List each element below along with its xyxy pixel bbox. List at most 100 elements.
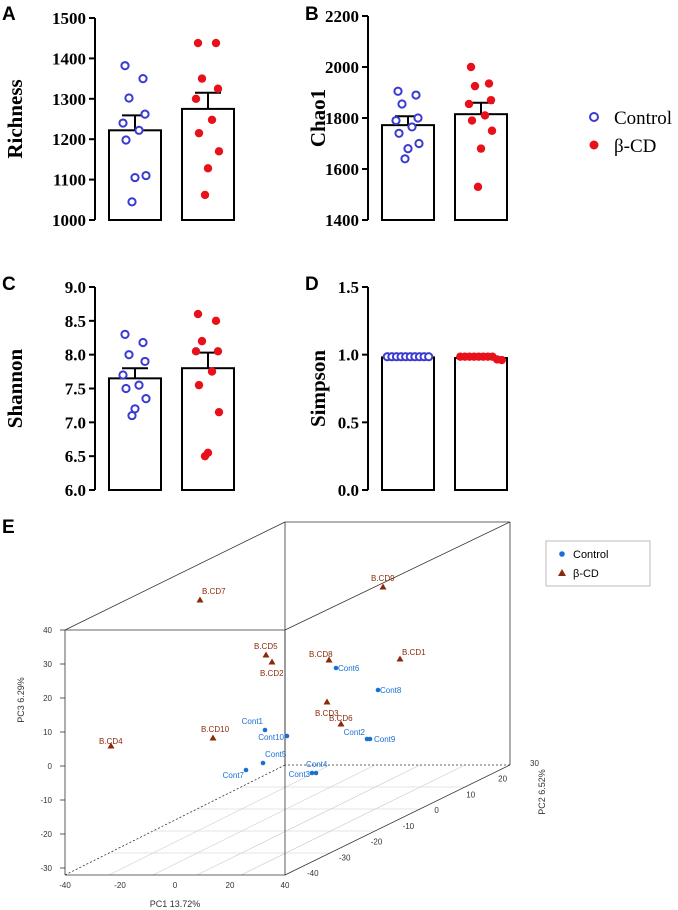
point-label: Cont2	[344, 728, 366, 737]
z-tick-label: 0	[48, 762, 53, 771]
y-tick-label: 0	[434, 806, 439, 815]
y-tick-label: -40	[307, 869, 319, 878]
y-axis-label: Shannon	[3, 348, 27, 428]
legend-label-control: Control	[573, 549, 608, 561]
data-point-bcd	[466, 62, 476, 72]
legend-marker-bcd	[558, 569, 566, 576]
point-cont6	[333, 665, 339, 671]
z-tick-label: -30	[40, 864, 52, 873]
y-tick-label: 1500	[52, 9, 86, 28]
y-axis-label: Simpson	[306, 350, 330, 427]
data-point-bcd	[194, 380, 204, 390]
z-tick-label: 40	[43, 626, 52, 635]
floor-gridline	[240, 764, 466, 876]
data-point-control	[403, 144, 413, 154]
y-tick-label: 8.5	[65, 312, 86, 331]
data-point-bcd	[467, 116, 477, 125]
point-bcd2	[268, 658, 276, 665]
x-tick-label: -20	[114, 881, 126, 890]
y-axis-label: Richness	[3, 79, 27, 158]
point-label: B.CD10	[201, 725, 230, 734]
y-tick-label: 8.0	[65, 346, 86, 365]
y-tick-label: 7.0	[65, 413, 86, 432]
data-point-bcd	[197, 336, 207, 346]
box-edge	[284, 764, 511, 876]
data-point-control	[127, 410, 137, 421]
data-point-control	[127, 197, 137, 207]
y-tick-label: 1300	[52, 90, 86, 109]
point-cont10	[284, 733, 290, 739]
point-cont4	[313, 770, 319, 776]
data-point-bcd	[473, 182, 483, 192]
box-edge	[64, 764, 286, 876]
data-point-control	[413, 113, 423, 123]
y-tick-label: 1800	[325, 109, 359, 128]
y-axis-label: PC2 6.52%	[537, 769, 547, 815]
point-label: Cont6	[338, 664, 360, 673]
bar-control	[381, 356, 435, 491]
legend-label-bcd: β-CD	[573, 568, 599, 580]
data-point-bcd	[203, 164, 213, 173]
data-point-control	[391, 115, 401, 126]
data-point-bcd	[214, 407, 224, 417]
point-label: Cont8	[380, 686, 402, 695]
y-tick-label: 20	[498, 775, 507, 784]
data-point-control	[141, 394, 151, 404]
y-tick-label: 2200	[325, 7, 359, 26]
data-point-bcd	[211, 316, 221, 326]
data-point-control	[397, 99, 407, 109]
data-point-bcd	[200, 190, 210, 200]
point-bcd10	[209, 734, 217, 741]
data-point-control	[407, 122, 417, 132]
legend-marker-bcd	[589, 140, 599, 150]
box-edge	[64, 521, 286, 631]
y-tick-label: 6.5	[65, 447, 86, 466]
data-point-control	[118, 370, 128, 380]
point-cont3	[309, 770, 315, 776]
data-point-bcd	[193, 38, 203, 48]
data-point-bcd	[213, 347, 223, 356]
point-label: B.CD3	[315, 709, 339, 718]
legend-marker-control	[589, 112, 599, 122]
data-point-bcd	[191, 94, 201, 104]
y-tick-label: 7.5	[65, 380, 86, 399]
point-label: B.CD6	[329, 714, 353, 723]
data-point-bcd	[484, 79, 494, 88]
data-point-control	[411, 90, 421, 100]
data-point-control	[120, 329, 130, 339]
data-point-control	[134, 125, 144, 135]
data-point-control	[400, 154, 410, 164]
x-tick-label: 20	[226, 881, 235, 890]
data-point-control	[140, 109, 150, 119]
panel-letter-A: A	[2, 4, 16, 25]
x-tick-label: 0	[173, 881, 178, 890]
point-bcd4	[107, 742, 115, 749]
y-tick-label: 1100	[53, 171, 86, 190]
z-tick-label: -10	[40, 796, 52, 805]
z-axis-label: PC3 6.29%	[16, 677, 26, 723]
bar-control	[381, 124, 435, 221]
data-point-bcd	[464, 99, 474, 109]
y-tick-label: 6.0	[65, 481, 86, 500]
data-point-bcd	[487, 126, 497, 135]
point-cont9	[367, 736, 373, 742]
point-bcd1	[396, 655, 404, 662]
data-point-control	[120, 61, 130, 71]
data-point-control	[424, 352, 434, 362]
point-bcd7	[196, 596, 204, 603]
point-label: B.CD7	[202, 587, 226, 596]
y-tick-label: 10	[466, 790, 475, 799]
x-tick-label: -40	[59, 881, 71, 890]
legend-box	[545, 540, 651, 587]
point-cont8	[375, 687, 381, 693]
data-point-control	[130, 172, 140, 183]
point-bcd5	[262, 651, 270, 658]
point-label: B.CD9	[371, 574, 395, 583]
x-axis-label: PC1 13.72%	[150, 899, 201, 909]
point-label: Cont7	[223, 771, 245, 780]
point-bcd9	[379, 583, 387, 590]
panel-letter-D: D	[305, 274, 319, 295]
bar-bcd	[454, 357, 508, 491]
data-point-control	[124, 350, 134, 360]
